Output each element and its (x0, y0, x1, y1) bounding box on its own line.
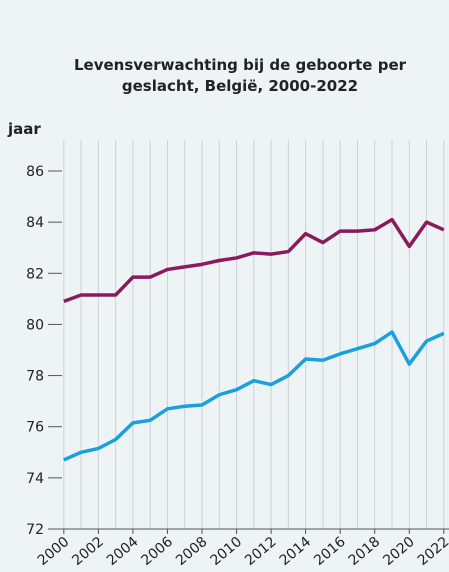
series-line (63, 217, 445, 304)
x-tick-label: 2004 (104, 534, 142, 569)
x-tick-label: 2008 (173, 534, 211, 569)
y-tick-label: 84 (26, 215, 44, 231)
x-tick-label: 2014 (277, 534, 315, 569)
series-line (63, 330, 445, 462)
x-tick-label: 2020 (380, 534, 418, 569)
x-tick-label: 2016 (311, 534, 349, 569)
x-tick-label: 2000 (35, 534, 73, 569)
y-tick-label: 76 (26, 420, 44, 436)
chart-title: Levensverwachting bij de geboorte per ge… (73, 56, 407, 95)
y-axis-label: jaar (7, 120, 41, 138)
y-tick-label: 80 (26, 317, 44, 333)
x-tick-label: 2018 (346, 534, 384, 569)
y-tick-label: 72 (26, 522, 44, 538)
x-tick-label: 2010 (208, 534, 246, 569)
x-tick-label: 2002 (69, 534, 107, 569)
y-tick-label: 78 (26, 369, 44, 385)
x-tick-label: 2022 (415, 534, 449, 569)
y-tick-label: 74 (26, 471, 44, 487)
y-tick-label: 82 (26, 266, 44, 282)
x-tick-label: 2006 (138, 534, 176, 569)
x-tick-label: 2012 (242, 534, 280, 569)
y-tick-label: 86 (26, 164, 44, 180)
